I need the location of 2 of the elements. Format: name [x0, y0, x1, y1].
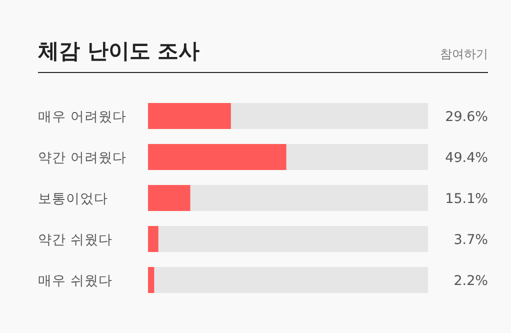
title: 체감 난이도 조사: [38, 39, 200, 63]
link-text: 참여하기: [440, 47, 488, 61]
